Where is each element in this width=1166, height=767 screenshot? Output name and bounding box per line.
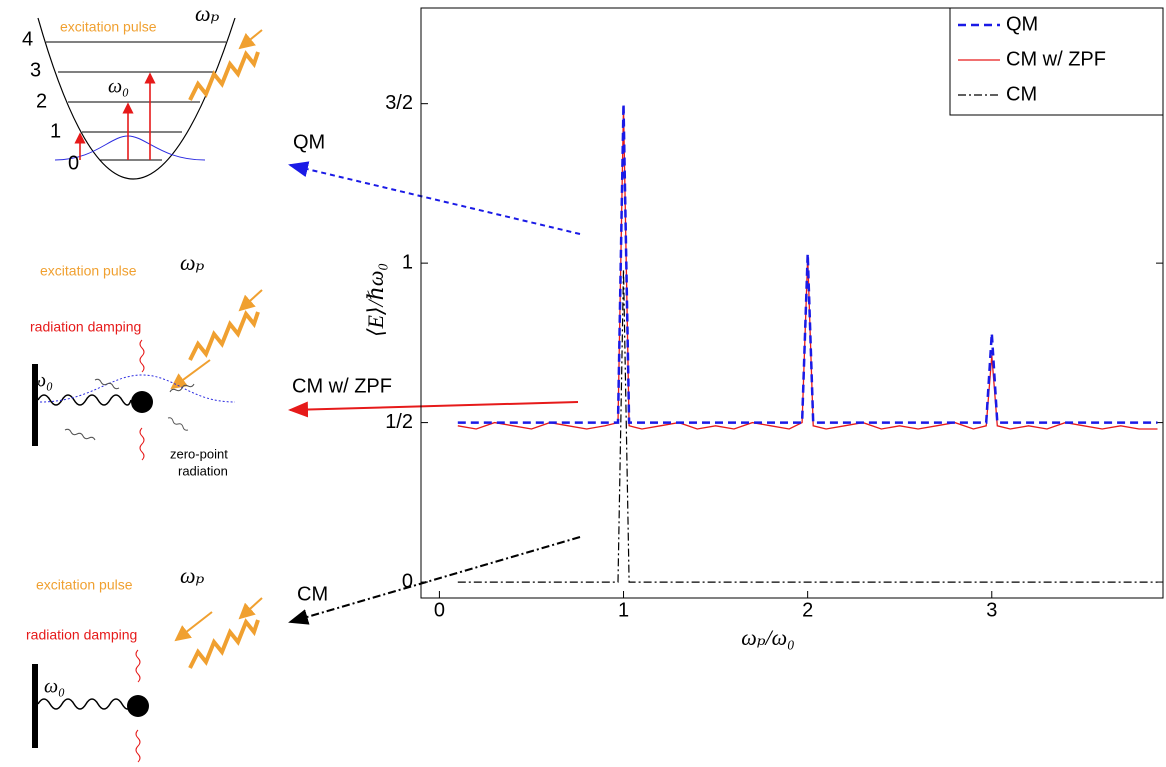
- pulse-arrow: [238, 289, 263, 312]
- freq-label: ωₚ: [180, 563, 205, 588]
- legend-label: CM: [1006, 83, 1037, 105]
- damping-label: radiation damping: [30, 319, 141, 335]
- pulse-arrow: [238, 29, 263, 50]
- cm-diagram: excitation pulse ωₚ radiation damping ω₀: [26, 563, 263, 763]
- natural-label: ω₀: [44, 676, 65, 698]
- zpf-diagram: excitation pulse ωₚ radiation damping ω₀…: [30, 250, 263, 478]
- squiggle: [167, 417, 189, 431]
- level-label: 3: [30, 59, 41, 81]
- level-label: 1: [50, 120, 61, 142]
- link-label: CM: [297, 583, 328, 605]
- link-arrow: [288, 536, 581, 625]
- y-tick-label: 1/2: [385, 411, 413, 433]
- natural-label: ω₀: [108, 76, 129, 98]
- x-tick-label: 1: [618, 599, 629, 621]
- zpr-label: zero-point: [170, 446, 228, 461]
- level-label: 0: [68, 152, 79, 174]
- mass: [127, 695, 149, 717]
- qm-diagram: 4 3 2 1 0 excitation pulse ωₚ ω₀: [22, 1, 263, 180]
- y-tick-label: 0: [402, 570, 413, 592]
- damping-label: radiation damping: [26, 627, 137, 643]
- pulse: [188, 50, 260, 101]
- pulse-label: excitation pulse: [60, 19, 157, 35]
- freq-label: ωₚ: [180, 250, 205, 275]
- squiggle: [139, 339, 145, 373]
- x-tick-label: 2: [802, 599, 813, 621]
- x-tick-label: 0: [434, 599, 445, 621]
- link-arrow: [288, 401, 579, 418]
- energy-levels: [46, 41, 226, 161]
- pulse-arrow: [174, 611, 213, 642]
- squiggle: [135, 729, 141, 763]
- link-label: CM w/ ZPF: [292, 375, 392, 397]
- wall: [32, 364, 38, 446]
- squiggle: [64, 428, 96, 441]
- squiggle: [135, 649, 141, 683]
- x-axis-label: ωₚ/ω₀: [741, 625, 795, 650]
- series-line: [457, 103, 1158, 424]
- spring: [37, 698, 132, 710]
- pulse: [188, 310, 260, 361]
- squiggle: [139, 427, 145, 461]
- link-arrow: [288, 161, 581, 235]
- freq-label: ωₚ: [195, 1, 220, 26]
- link-label: QM: [293, 131, 325, 153]
- y-axis-label: ⟨E⟩/ℏω₀: [363, 263, 388, 337]
- zpr-label: radiation: [178, 463, 228, 478]
- legend-label: CM w/ ZPF: [1006, 48, 1106, 70]
- level-label: 2: [36, 90, 47, 112]
- legend-label: QM: [1006, 13, 1038, 35]
- spring: [37, 394, 132, 406]
- wavefunction: [39, 374, 236, 403]
- transitions: [74, 72, 156, 160]
- pulse-arrow: [170, 359, 211, 390]
- level-label: 4: [22, 28, 33, 50]
- chart: ωₚ/ω₀ ⟨E⟩/ℏω₀ 0 1 2 3 0 1/2 1 3/2 QM CM w/ ZPF CM: [363, 7, 1164, 650]
- series-line: [457, 269, 1158, 583]
- wall: [32, 664, 38, 748]
- pulse: [188, 618, 260, 669]
- squiggle: [169, 383, 195, 393]
- y-tick-label: 1: [402, 251, 413, 273]
- mass: [131, 391, 153, 413]
- pulse-label: excitation pulse: [40, 263, 137, 279]
- plot-frame: [420, 7, 1164, 599]
- x-tick-label: 3: [986, 599, 997, 621]
- squiggle: [94, 378, 120, 390]
- pulse-label: excitation pulse: [36, 577, 133, 593]
- y-tick-label: 3/2: [385, 92, 413, 114]
- pulse-arrow: [238, 597, 263, 620]
